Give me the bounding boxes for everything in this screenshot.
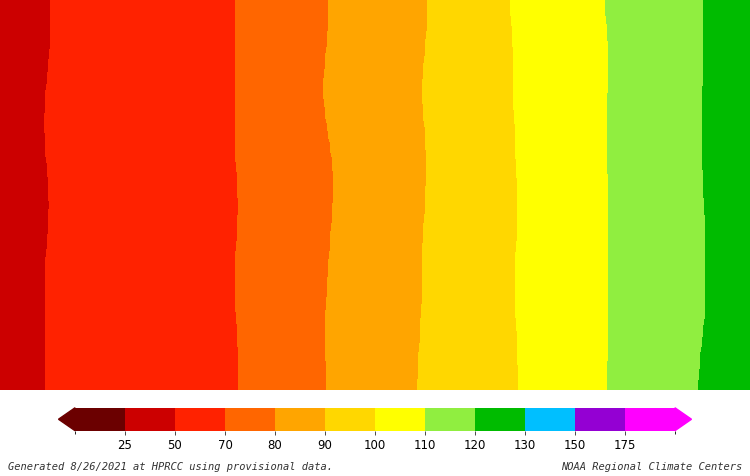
Polygon shape	[58, 408, 75, 431]
Text: NOAA Regional Climate Centers: NOAA Regional Climate Centers	[561, 461, 742, 471]
Text: Generated 8/26/2021 at HPRCC using provisional data.: Generated 8/26/2021 at HPRCC using provi…	[8, 461, 332, 471]
Polygon shape	[675, 408, 692, 431]
